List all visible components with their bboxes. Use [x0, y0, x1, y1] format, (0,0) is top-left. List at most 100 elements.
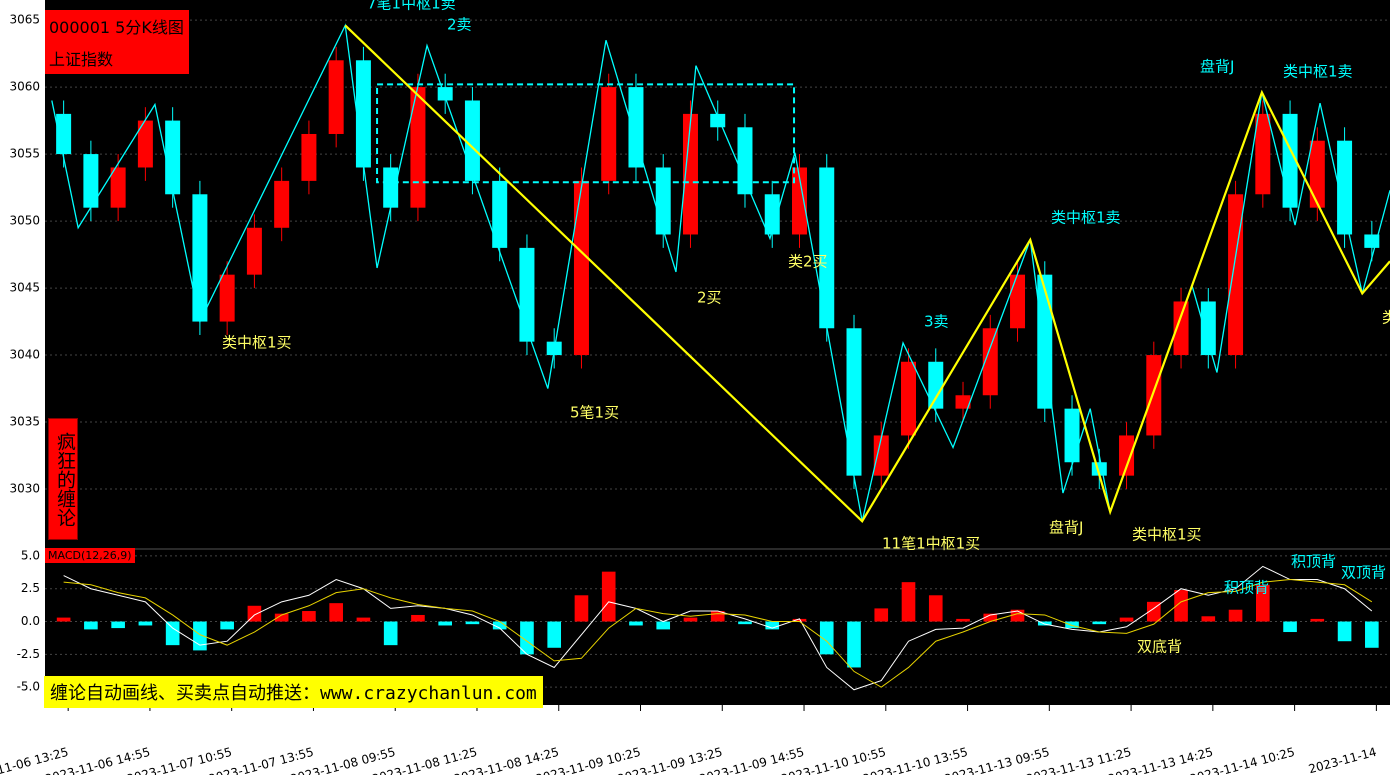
macd-bar — [1337, 621, 1352, 642]
candle-body — [328, 60, 344, 134]
annotation: 11笔1中枢1买 — [882, 535, 980, 553]
candle-body — [165, 120, 181, 195]
macd-bar — [492, 621, 507, 630]
candle-body — [901, 361, 917, 436]
macd-bar — [1174, 590, 1188, 622]
macd-bar — [983, 613, 998, 622]
annotation: 类中枢1卖 — [1051, 209, 1121, 227]
annotation: 类中枢1卖 — [1283, 63, 1353, 81]
chart-subtitle: 上证指数 — [49, 50, 114, 69]
candle-body — [1309, 140, 1325, 208]
macd-bar — [1228, 609, 1243, 622]
macd-bar — [1201, 616, 1216, 622]
macd-bar — [956, 618, 970, 622]
macd-bar — [84, 621, 98, 630]
y-tick-label: 3050 — [9, 214, 40, 228]
macd-bar — [710, 611, 725, 622]
y-tick-label: 3055 — [9, 147, 40, 161]
macd-line — [63, 565, 1373, 691]
candle-body — [791, 167, 807, 235]
y-tick-label: 0.0 — [21, 614, 40, 628]
macd-title: MACD(12,26,9) — [45, 548, 135, 563]
annotation: 双底背 — [1137, 638, 1182, 656]
candle-body — [873, 435, 889, 476]
macd-bar — [465, 621, 480, 625]
macd-bar — [1119, 617, 1134, 622]
candle-body — [655, 167, 671, 235]
macd-bar — [901, 582, 916, 622]
annotation: 盘背J — [1200, 58, 1234, 76]
macd-bar — [356, 617, 371, 622]
x-tick-label: 2023-11-14 — [1307, 745, 1378, 775]
pivot-box — [376, 83, 796, 184]
annotation: 双顶背 — [1341, 564, 1386, 582]
macd-bar — [656, 621, 671, 630]
macd-bar — [547, 621, 562, 648]
candle-body — [764, 194, 780, 235]
candle-body — [819, 167, 835, 329]
y-tick-label: -2.5 — [17, 647, 40, 661]
candle-body — [383, 167, 399, 208]
macd-bar — [765, 621, 780, 630]
candle-body — [1037, 274, 1053, 409]
candle-body — [437, 87, 453, 101]
candle-body — [219, 274, 235, 322]
candle-body — [301, 133, 317, 181]
candle-body — [955, 395, 971, 409]
y-tick-label: 2.5 — [21, 581, 40, 595]
macd-bar — [1256, 584, 1270, 622]
macd-bar — [847, 621, 861, 668]
macd-bar — [928, 595, 943, 622]
macd-bar — [601, 571, 616, 622]
annotation: 3卖 — [924, 313, 949, 331]
macd-bar — [138, 621, 153, 626]
y-tick-label: 3040 — [9, 348, 40, 362]
segment-line — [344, 24, 1390, 523]
annotation: 类中枢1买 — [222, 334, 292, 352]
macd-bar — [574, 595, 589, 622]
title-box: 000001 5分K线图 上证指数 — [45, 10, 189, 74]
macd-bar — [438, 621, 452, 626]
candle-body — [492, 180, 508, 248]
candle-body — [1255, 113, 1271, 195]
candle-body — [628, 87, 644, 168]
y-tick-label: 3035 — [9, 415, 40, 429]
y-tick-label: 3030 — [9, 482, 40, 496]
candle-body — [410, 87, 426, 208]
macd-bar — [683, 617, 698, 622]
candle-body — [1200, 301, 1216, 356]
banner: 缠论自动画线、买卖点自动推送：www.crazychanlun.com — [44, 676, 543, 708]
macd-bar — [411, 614, 425, 622]
macd-bar — [629, 621, 643, 626]
candle-body — [1064, 408, 1080, 463]
macd-bar — [274, 613, 289, 622]
annotation: 积顶背 — [1224, 579, 1269, 597]
annotation: 积顶背 — [1291, 553, 1336, 571]
macd-bar — [1310, 618, 1325, 622]
candle-body — [682, 113, 698, 235]
chart-title: 000001 5分K线图 — [49, 18, 184, 37]
y-tick-label: 5.0 — [21, 548, 40, 562]
candle-body — [464, 100, 480, 181]
macd-bar — [329, 603, 343, 622]
candle-body — [737, 127, 753, 195]
candle-body — [355, 60, 371, 168]
candle-body — [1146, 355, 1162, 436]
candle-body — [83, 154, 99, 208]
annotation: 5笔1买 — [570, 404, 619, 422]
macd-bar — [1092, 621, 1107, 625]
macd-bar — [792, 618, 807, 622]
macd-bar — [220, 621, 234, 630]
candle-body — [1337, 140, 1353, 235]
y-tick-label: 3045 — [9, 281, 40, 295]
macd-bar — [56, 617, 71, 622]
annotation: 类 — [1382, 309, 1390, 327]
macd-bar — [1365, 621, 1379, 648]
y-tick-label: -5.0 — [17, 680, 40, 694]
candle-body — [846, 328, 862, 476]
candle-body — [56, 113, 72, 155]
candle-body — [137, 120, 153, 168]
macd-bar — [111, 621, 125, 629]
